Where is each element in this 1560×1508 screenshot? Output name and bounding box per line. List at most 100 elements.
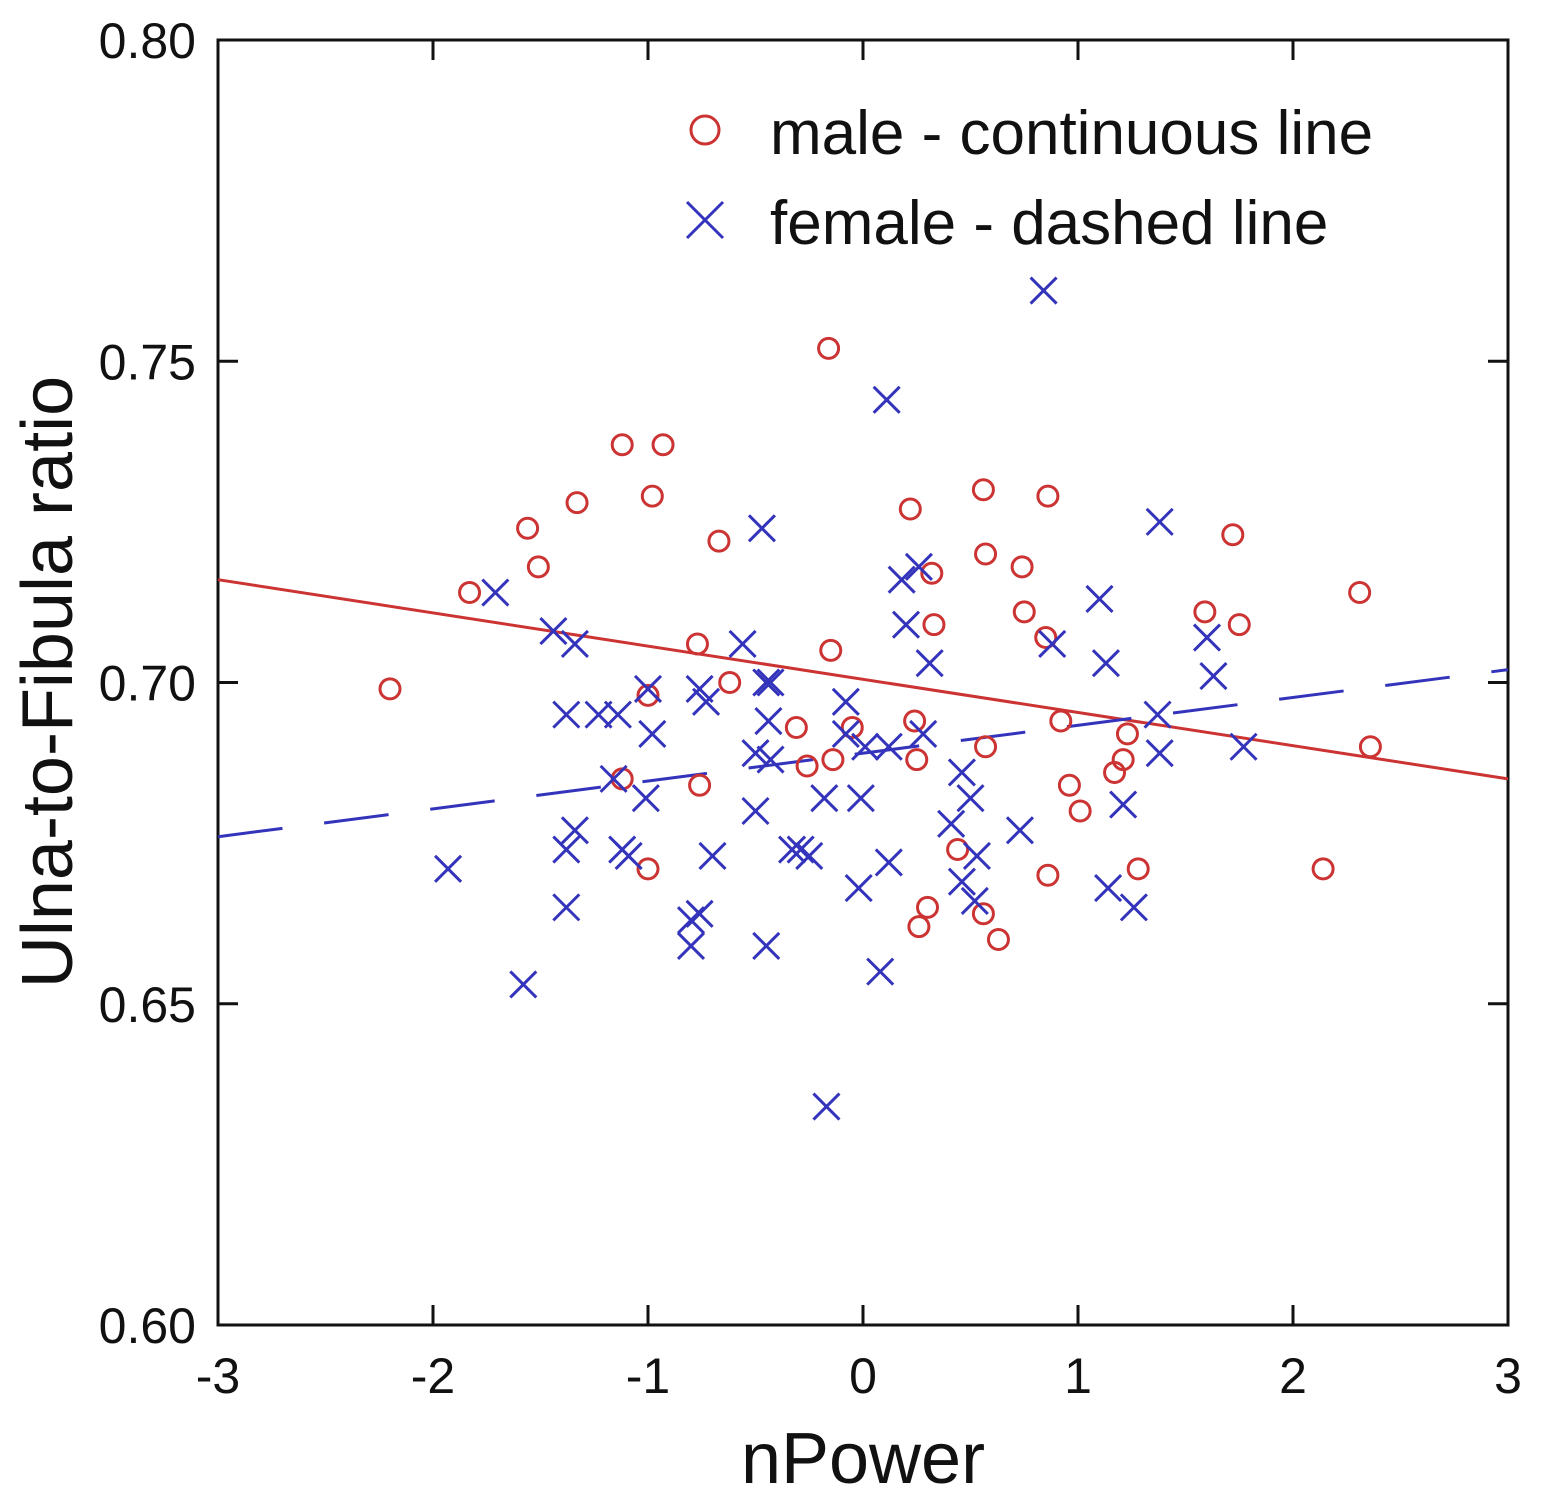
female-point [633, 674, 663, 703]
female-point [962, 841, 992, 871]
female-point-stroke-b [1005, 816, 1035, 845]
female-point-stroke-b [509, 970, 538, 999]
female-point [560, 816, 589, 845]
female-point-stroke-b [810, 784, 839, 813]
female-point-stroke-b [777, 835, 807, 864]
female-point [947, 758, 976, 787]
female-point [756, 745, 785, 774]
female-point-stroke-b [1145, 739, 1174, 768]
female-point [1192, 623, 1222, 652]
female-point [1038, 629, 1067, 659]
x-tick-label: -2 [411, 1348, 455, 1404]
male-point [1358, 735, 1382, 759]
female-point-stroke-b [603, 700, 632, 729]
female-point [747, 514, 777, 543]
female-point-stroke-b [614, 841, 643, 871]
female-point-stroke-b [1119, 893, 1148, 922]
legend-circle-icon [689, 114, 721, 146]
female-point-stroke-b [915, 649, 944, 678]
male-point [971, 478, 995, 502]
female-point [874, 848, 903, 877]
female-point [786, 835, 815, 864]
male-point [903, 709, 927, 733]
male-point [688, 773, 712, 797]
female-point [638, 719, 667, 748]
female-point [552, 893, 581, 922]
male-point [1049, 709, 1073, 733]
x-tick-label: 1 [1064, 1348, 1092, 1404]
female-point [812, 1092, 841, 1121]
male-point [1193, 600, 1217, 624]
female-point [560, 629, 589, 659]
female-point [1109, 790, 1138, 819]
female-point [481, 578, 510, 607]
female-point [777, 835, 807, 864]
female-point [752, 931, 781, 960]
female-point-stroke-b [1192, 623, 1222, 652]
female-point [795, 841, 824, 871]
male-point [1115, 722, 1139, 746]
female-point [904, 552, 933, 581]
female-point-stroke-b [1085, 584, 1114, 614]
female-point [1199, 662, 1228, 691]
female-point-stroke-b [638, 719, 667, 748]
male-point [1111, 748, 1135, 772]
female-point [1005, 816, 1035, 845]
male-point [1348, 581, 1372, 605]
female-point [956, 784, 985, 813]
female-point-stroke-b [685, 674, 714, 703]
female-point [909, 719, 938, 748]
male-point [1068, 799, 1092, 823]
female-point [691, 687, 721, 716]
female-point-stroke-b [844, 874, 873, 903]
female-point-stroke-b [846, 784, 875, 813]
male-point [718, 671, 742, 694]
male-point [907, 915, 931, 939]
male-point [817, 336, 841, 360]
female-point-stroke-b [891, 610, 921, 639]
female-point [552, 700, 581, 729]
female-point-stroke-b [747, 514, 777, 543]
female-point-stroke-b [685, 899, 714, 928]
female-point [552, 835, 581, 864]
female-point-stroke-b [1109, 790, 1138, 819]
female-point [539, 617, 568, 646]
female-point [754, 706, 783, 736]
legend-female-marker [685, 200, 725, 240]
male-point [1311, 857, 1335, 881]
female-point [810, 784, 839, 813]
male-point [946, 838, 970, 862]
female-point-stroke-b [937, 809, 966, 838]
female-point [831, 719, 860, 748]
female-point [728, 629, 757, 659]
female-point [599, 764, 628, 793]
male-point [784, 715, 808, 739]
y-tick-label: 0.60 [99, 1298, 196, 1354]
female-point [1229, 732, 1258, 761]
female-point [1091, 649, 1121, 678]
axis-tick-labels: -3 -2 -1 0 1 2 3 0.60 0.65 0.70 0.75 0.80 [99, 13, 1522, 1404]
female-point-stroke-b [552, 893, 581, 922]
female-point-stroke-b [676, 906, 706, 935]
male-point [640, 484, 664, 508]
female-point-stroke-b [599, 764, 628, 793]
female-point-stroke-b [756, 745, 785, 774]
x-axis-title: nPower [741, 1419, 985, 1499]
male-point [458, 581, 482, 605]
male-point [1010, 555, 1034, 579]
female-point-stroke-b [874, 848, 903, 877]
male-point [610, 433, 634, 457]
female-point-stroke-b [831, 687, 860, 716]
female-point [433, 854, 463, 883]
female-point-stroke-b [728, 629, 757, 659]
male-point [707, 529, 731, 553]
male-point [986, 928, 1010, 951]
female-point-stroke-b [433, 854, 463, 883]
y-tick-label: 0.75 [99, 334, 196, 390]
female-point [851, 732, 880, 761]
female-point-stroke-b [552, 700, 581, 729]
fit-lines [217, 578, 1509, 839]
y-tick-label: 0.70 [99, 656, 196, 712]
male-point [1012, 600, 1036, 624]
